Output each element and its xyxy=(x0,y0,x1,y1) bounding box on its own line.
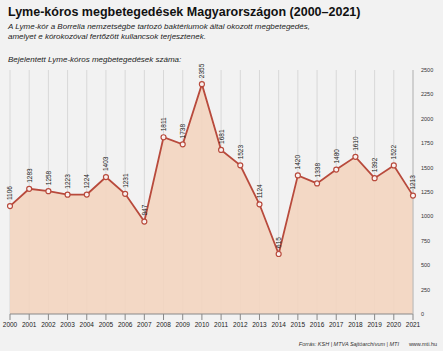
svg-text:1213: 1213 xyxy=(410,175,417,190)
svg-text:0: 0 xyxy=(421,311,424,317)
svg-text:2001: 2001 xyxy=(22,321,37,328)
html-text:A Lyme-kór a Borrelia nemzetsé: A Lyme-kór a Borrelia nemzetségbe tartoz… xyxy=(8,22,310,41)
svg-text:2003: 2003 xyxy=(60,321,75,328)
svg-text:1500: 1500 xyxy=(421,165,433,171)
svg-text:1338: 1338 xyxy=(314,163,321,178)
html-text:www.mti.hu: www.mti.hu xyxy=(408,341,437,347)
svg-text:1250: 1250 xyxy=(421,189,433,195)
svg-text:2002: 2002 xyxy=(41,321,56,328)
svg-text:2021: 2021 xyxy=(406,321,421,328)
svg-text:1750: 1750 xyxy=(421,140,433,146)
svg-text:2006: 2006 xyxy=(118,321,133,328)
svg-text:1480: 1480 xyxy=(333,149,340,164)
svg-text:2012: 2012 xyxy=(233,321,248,328)
svg-text:2500: 2500 xyxy=(421,67,433,73)
svg-text:2008: 2008 xyxy=(156,321,171,328)
svg-text:1224: 1224 xyxy=(83,174,90,189)
svg-text:2007: 2007 xyxy=(137,321,152,328)
svg-text:1738: 1738 xyxy=(179,124,186,139)
svg-text:1681: 1681 xyxy=(218,129,225,144)
svg-text:2250: 2250 xyxy=(421,91,433,97)
svg-text:500: 500 xyxy=(421,262,430,268)
svg-text:2017: 2017 xyxy=(329,321,344,328)
svg-text:2009: 2009 xyxy=(175,321,190,328)
svg-text:750: 750 xyxy=(421,238,430,244)
svg-text:2013: 2013 xyxy=(252,321,267,328)
svg-text:1106: 1106 xyxy=(7,186,14,200)
svg-text:2011: 2011 xyxy=(214,321,228,328)
svg-text:2000: 2000 xyxy=(3,321,18,328)
svg-text:1403: 1403 xyxy=(102,156,109,171)
html-text:Lyme-kóros megbetegedések Magy: Lyme-kóros megbetegedések Magyarországon… xyxy=(8,5,361,19)
svg-text:2004: 2004 xyxy=(80,321,95,328)
svg-text:1223: 1223 xyxy=(64,174,71,189)
svg-text:947: 947 xyxy=(141,204,148,215)
svg-text:1392: 1392 xyxy=(371,157,378,172)
svg-text:1231: 1231 xyxy=(122,173,129,188)
svg-text:1000: 1000 xyxy=(421,213,433,219)
svg-text:2015: 2015 xyxy=(291,321,306,328)
svg-text:2020: 2020 xyxy=(387,321,402,328)
svg-text:1610: 1610 xyxy=(352,136,359,151)
svg-text:1283: 1283 xyxy=(26,168,33,183)
svg-text:2010: 2010 xyxy=(195,321,210,328)
html-text:Forrás: KSH | MTVA Sajtóarchív: Forrás: KSH | MTVA Sajtóarchívum | MTI xyxy=(298,341,399,347)
svg-text:1124: 1124 xyxy=(256,184,263,198)
svg-text:1523: 1523 xyxy=(237,145,244,160)
svg-text:2016: 2016 xyxy=(310,321,325,328)
svg-text:2019: 2019 xyxy=(367,321,382,328)
svg-text:2355: 2355 xyxy=(198,63,205,78)
html-text:Bejelentett Lyme-kóros megbete: Bejelentett Lyme-kóros megbetegedések sz… xyxy=(8,55,182,64)
svg-text:2014: 2014 xyxy=(271,321,286,328)
svg-text:1420: 1420 xyxy=(294,155,301,170)
svg-text:2005: 2005 xyxy=(99,321,114,328)
svg-text:1258: 1258 xyxy=(45,170,52,185)
svg-text:2018: 2018 xyxy=(348,321,363,328)
svg-text:2000: 2000 xyxy=(421,116,433,122)
svg-text:1522: 1522 xyxy=(390,145,397,160)
svg-text:250: 250 xyxy=(421,287,430,293)
svg-text:1811: 1811 xyxy=(160,117,167,131)
svg-text:615: 615 xyxy=(275,237,282,248)
